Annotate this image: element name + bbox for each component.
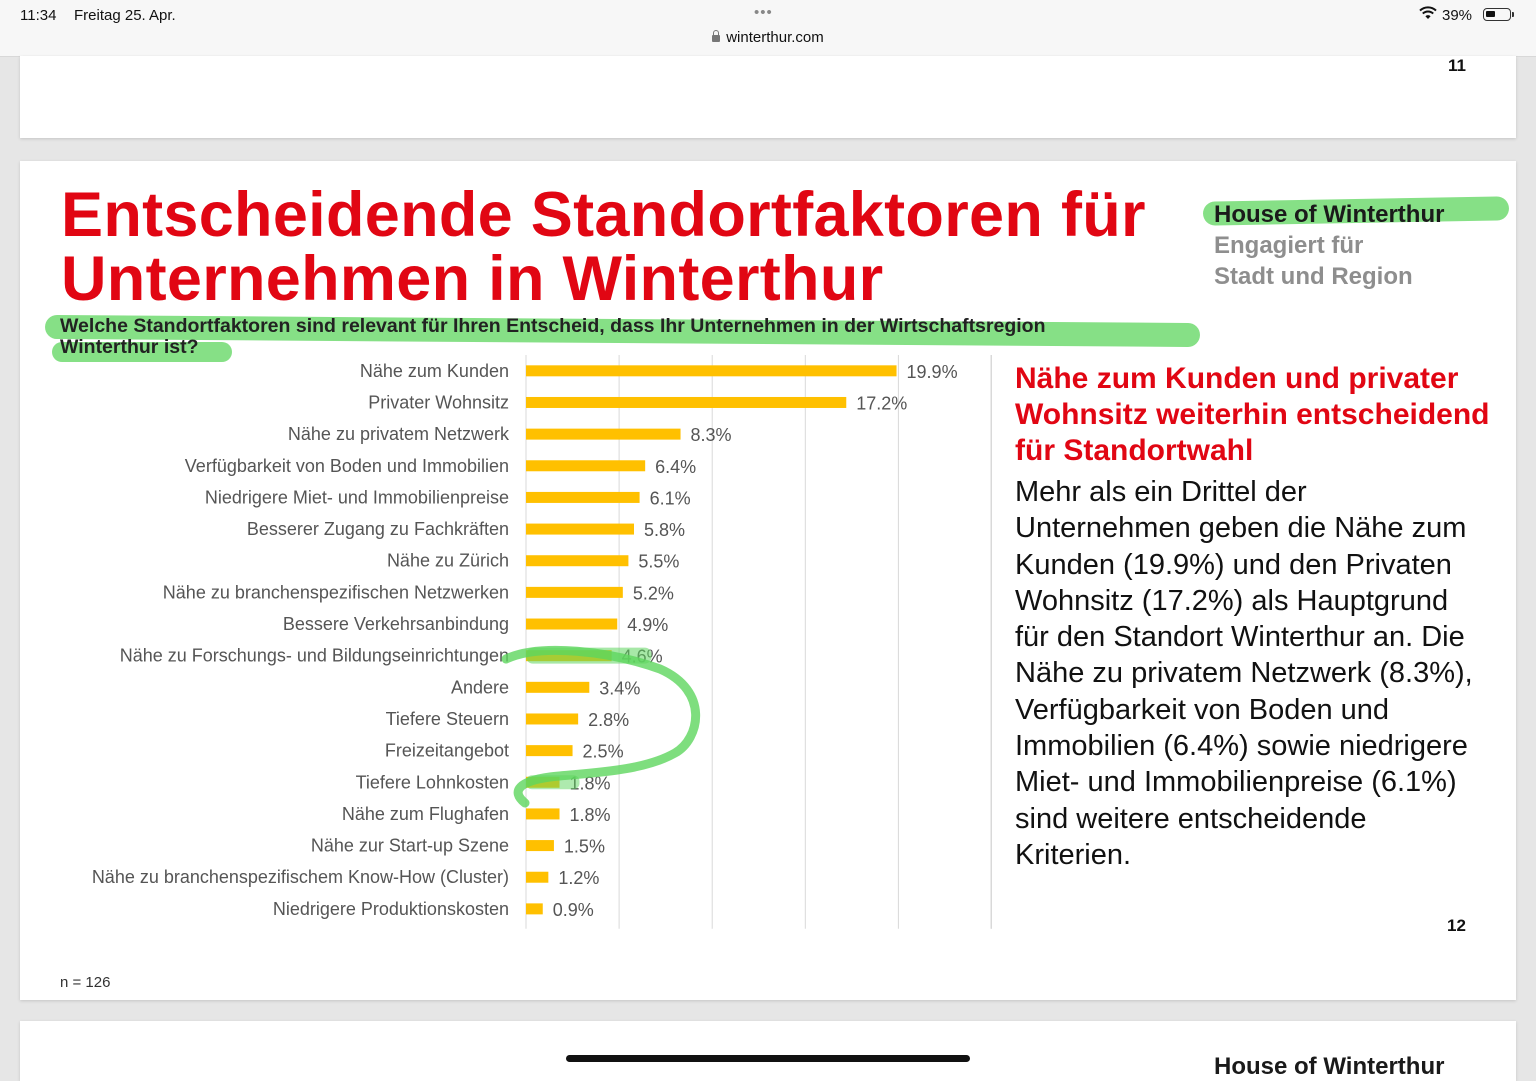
side-heading-line: für Standortwahl xyxy=(1015,434,1254,467)
category-label: Nähe zu Zürich xyxy=(387,551,509,571)
category-label: Niedrigere Miet- und Immobilienpreise xyxy=(205,487,509,507)
body-line: Mehr als ein Drittel der xyxy=(1015,476,1307,508)
data-label: 1.8% xyxy=(570,805,611,825)
brand-tagline-2: Stadt und Region xyxy=(1214,263,1413,290)
category-label: Nähe zum Flughafen xyxy=(342,804,509,824)
wifi-icon xyxy=(1419,6,1437,19)
question-line-1: Welche Standortfaktoren sind relevant fü… xyxy=(60,315,1046,337)
title-line-2: Unternehmen in Winterthur xyxy=(61,244,884,314)
bar xyxy=(526,460,646,472)
page-number: 12 xyxy=(1447,916,1466,935)
category-label: Nähe zum Kunden xyxy=(360,361,509,381)
battery-percent: 39% xyxy=(1442,7,1473,24)
body-line: für den Standort Winterthur an. Die xyxy=(1015,621,1465,654)
highlight-labour-row xyxy=(526,775,580,790)
survey-question: Welche Standortfaktoren sind relevant fü… xyxy=(60,316,1200,358)
page-number: 11 xyxy=(1448,56,1466,75)
category-label: Nähe zur Start-up Szene xyxy=(311,836,509,856)
status-time: 11:34 xyxy=(20,7,57,24)
data-label: 5.2% xyxy=(633,583,674,603)
pdf-page-12: Entscheidende Standortfaktoren für Unter… xyxy=(20,161,1516,1000)
body-line: Verfügbarkeit von Boden und xyxy=(1015,693,1390,726)
page-title: Entscheidende Standortfaktoren für Unter… xyxy=(61,183,1146,311)
category-label: Privater Wohnsitz xyxy=(368,392,509,412)
bar xyxy=(526,840,554,852)
bar xyxy=(526,555,629,567)
bar xyxy=(526,396,847,408)
status-bar: 11:34 Freitag 25. Apr. ••• winterthur.co… xyxy=(0,0,1536,57)
data-label: 0.9% xyxy=(553,900,594,920)
data-label: 17.2% xyxy=(856,393,907,413)
side-body-text: Mehr als ein Drittel der Unternehmen geb… xyxy=(1015,474,1495,873)
bar xyxy=(526,618,618,630)
bar xyxy=(526,523,634,535)
bar xyxy=(526,681,590,693)
bar xyxy=(526,428,681,440)
bar xyxy=(526,713,579,725)
highlight-question-line2 xyxy=(52,342,232,362)
bar xyxy=(526,491,640,503)
category-label: Freizeitangebot xyxy=(385,741,509,761)
brand-name: House of Winterthur xyxy=(1214,201,1445,228)
body-line: Miet- und Immobilienpreise (6.1%) xyxy=(1015,766,1457,799)
side-heading-line: Nähe zum Kunden und privater xyxy=(1015,362,1459,395)
pdf-page-13: House of Winterthur xyxy=(20,1021,1516,1081)
url-text: winterthur.com xyxy=(726,29,824,46)
body-line: Nähe zu privatem Netzwerk (8.3%), xyxy=(1015,657,1473,690)
category-label: Nähe zu branchenspezifischem Know-How (C… xyxy=(92,867,509,887)
category-label: Andere xyxy=(451,677,509,697)
title-line-1: Entscheidende Standortfaktoren für xyxy=(61,180,1146,250)
category-label: Niedrigere Produktionskosten xyxy=(273,899,509,919)
body-line: Immobilien (6.4%) sowie niedrigere xyxy=(1015,730,1468,763)
battery-icon xyxy=(1483,8,1514,21)
data-label: 19.9% xyxy=(907,362,958,382)
side-heading-line: Wohnsitz weiterhin entscheidend xyxy=(1015,398,1490,431)
data-label: 3.4% xyxy=(599,678,640,698)
bar xyxy=(526,745,573,757)
category-label: Besserer Zugang zu Fachkräften xyxy=(247,519,509,539)
bar xyxy=(526,903,543,915)
home-indicator[interactable] xyxy=(566,1055,970,1062)
data-label: 5.8% xyxy=(644,520,685,540)
address-bar[interactable]: winterthur.com xyxy=(0,29,1536,46)
side-heading: Nähe zum Kunden und privater Wohnsitz we… xyxy=(1015,361,1495,469)
lock-icon xyxy=(712,30,721,42)
question-line-2: Winterthur ist? xyxy=(60,336,199,358)
data-label: 4.9% xyxy=(627,615,668,635)
sample-size-note: n = 126 xyxy=(60,974,111,991)
bar xyxy=(526,871,549,883)
bar xyxy=(526,365,897,377)
category-label: Tiefere Lohnkosten xyxy=(356,772,509,792)
body-line: Kriterien. xyxy=(1015,838,1132,871)
data-label: 2.5% xyxy=(583,742,624,762)
data-label: 6.4% xyxy=(655,457,696,477)
bar xyxy=(526,808,560,820)
next-page-brand: House of Winterthur xyxy=(1214,1053,1445,1080)
category-label: Nähe zu branchenspezifischen Netzwerken xyxy=(163,582,509,602)
bar-chart: Nähe zum Kunden 19.9% Privater Wohnsitz 17.… xyxy=(92,355,992,929)
body-line: Kunden (19.9%) und den Privaten xyxy=(1015,548,1452,581)
body-line: Unternehmen geben die Nähe zum xyxy=(1015,512,1467,545)
data-label: 6.1% xyxy=(650,488,691,508)
category-label: Bessere Verkehrsanbindung xyxy=(283,614,509,634)
body-line: sind weitere entscheidende xyxy=(1015,802,1367,835)
category-label: Nähe zu privatem Netzwerk xyxy=(288,424,510,444)
multitasking-dots-icon[interactable]: ••• xyxy=(754,4,773,21)
category-label: Verfügbarkeit von Boden und Immobilien xyxy=(185,456,509,476)
data-label: 1.5% xyxy=(564,837,605,857)
bar xyxy=(526,586,623,598)
data-label: 5.5% xyxy=(638,552,679,572)
brand-block: House of Winterthur Engagiert für Stadt … xyxy=(1214,199,1444,292)
pdf-page-11: 11 xyxy=(20,56,1516,138)
brand-tagline-1: Engagiert für xyxy=(1214,232,1364,259)
data-label: 2.8% xyxy=(588,710,629,730)
body-line: Wohnsitz (17.2%) als Hauptgrund xyxy=(1015,584,1449,617)
status-date: Freitag 25. Apr. xyxy=(74,7,176,24)
data-label: 8.3% xyxy=(691,425,732,445)
data-label: 1.2% xyxy=(558,868,599,888)
category-label: Tiefere Steuern xyxy=(386,709,509,729)
category-label: Nähe zu Forschungs- und Bildungseinricht… xyxy=(120,646,509,666)
